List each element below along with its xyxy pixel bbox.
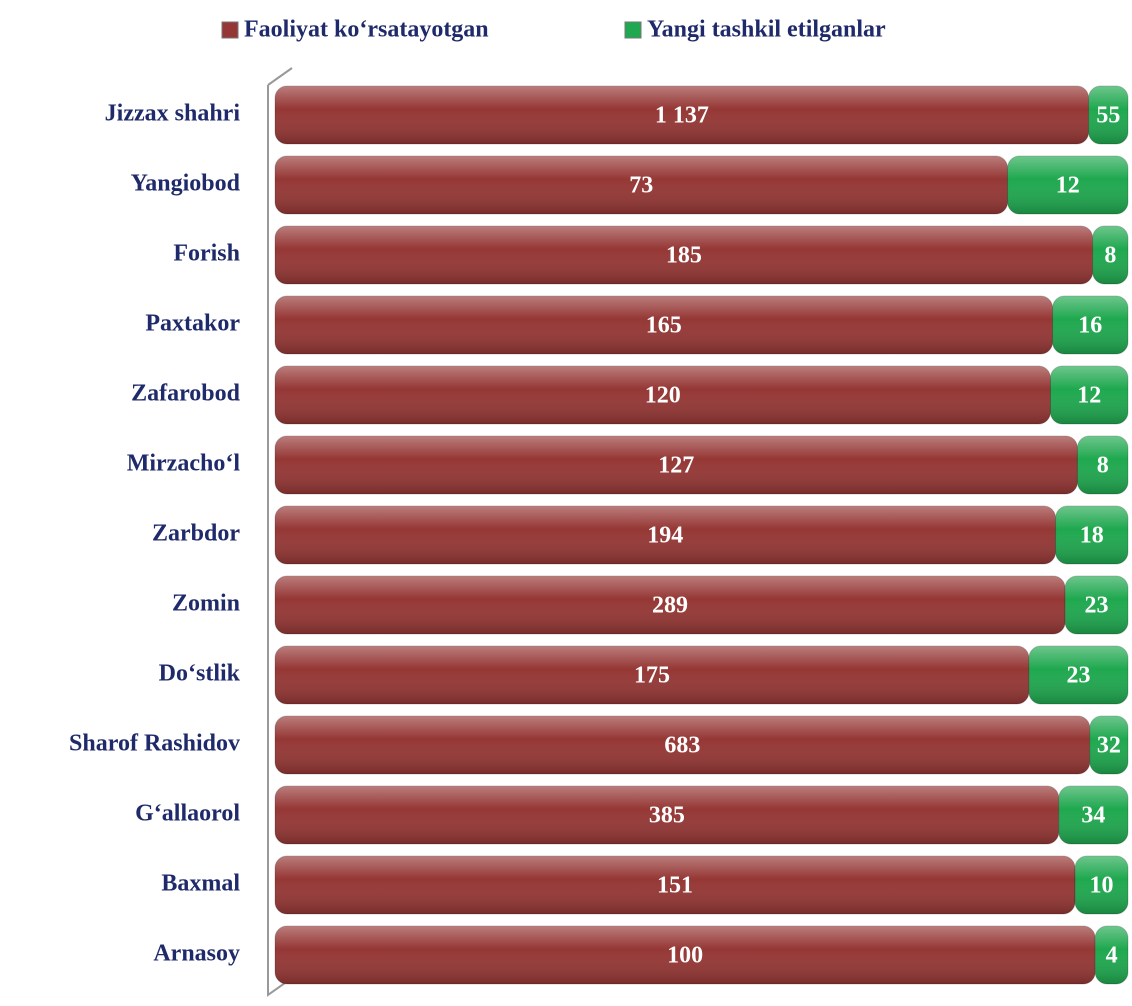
y-tick-label: Jizzax shahri: [105, 101, 241, 127]
legend-label: Yangi tashkil etilganlar: [647, 17, 886, 43]
bar-shine: [1092, 226, 1128, 284]
data-label: 12: [1056, 173, 1080, 199]
bar-shine: [1028, 646, 1128, 704]
bar-shine: [1050, 366, 1128, 424]
data-label: 127: [658, 453, 694, 479]
data-label: 23: [1085, 593, 1109, 619]
data-label: 185: [666, 243, 702, 269]
bar-shine: [1077, 436, 1128, 494]
bar-shine: [1075, 856, 1128, 914]
bar-shine: [1088, 86, 1128, 144]
legend-swatch: [221, 21, 239, 39]
y-tick-label: Zarbdor: [152, 521, 240, 547]
y-tick-label: Paxtakor: [145, 311, 240, 337]
data-label: 55: [1096, 103, 1120, 129]
bar-shine: [1055, 506, 1128, 564]
bar-shine: [275, 646, 1029, 704]
data-label: 8: [1104, 243, 1116, 269]
bar-shine: [275, 156, 1008, 214]
data-label: 10: [1090, 873, 1114, 899]
y-tick-label: Arnasoy: [153, 941, 240, 967]
data-label: 12: [1077, 383, 1101, 409]
y-tick-label: Do‘stlik: [159, 661, 241, 687]
legend-swatch: [624, 21, 642, 39]
bar-shine: [275, 296, 1053, 354]
bar-shine: [275, 786, 1059, 844]
bar-shine: [275, 436, 1078, 494]
data-label: 194: [647, 523, 683, 549]
data-label: 165: [646, 313, 682, 339]
data-label: 32: [1097, 733, 1121, 759]
data-label: 18: [1080, 523, 1104, 549]
bar-shine: [1095, 926, 1128, 984]
y-tick-label: Yangiobod: [131, 171, 241, 197]
bar-shine: [275, 576, 1066, 634]
data-label: 385: [649, 803, 685, 829]
bar-shine: [275, 716, 1090, 774]
y-tick-label: G‘allaorol: [135, 801, 240, 827]
data-label: 1 137: [655, 103, 709, 129]
bar-shine: [1089, 716, 1128, 774]
data-label: 4: [1106, 943, 1118, 969]
y-tick-label: Zafarobod: [131, 381, 241, 407]
data-label: 683: [664, 733, 700, 759]
legend-label: Faoliyat ko‘rsatayotgan: [244, 17, 489, 43]
bar-shine: [275, 366, 1051, 424]
data-label: 175: [634, 663, 670, 689]
y-tick-label: Sharof Rashidov: [69, 731, 240, 757]
data-label: 151: [657, 873, 693, 899]
data-label: 34: [1081, 803, 1105, 829]
bar-shine: [275, 926, 1096, 984]
y-tick-label: Mirzacho‘l: [127, 451, 241, 477]
bar-shine: [1058, 786, 1128, 844]
data-label: 100: [667, 943, 703, 969]
bar-shine: [275, 226, 1093, 284]
y-tick-label: Zomin: [172, 591, 240, 617]
bar-shine: [275, 856, 1076, 914]
bar-shine: [275, 86, 1089, 144]
data-label: 23: [1066, 663, 1090, 689]
data-label: 16: [1078, 313, 1102, 339]
bar-shine: [1007, 156, 1128, 214]
y-tick-label: Baxmal: [161, 871, 240, 897]
bar-shine: [1052, 296, 1128, 354]
data-label: 8: [1097, 453, 1109, 479]
data-label: 289: [652, 593, 688, 619]
y-tick-label: Forish: [173, 241, 240, 267]
data-label: 120: [645, 383, 681, 409]
bar-shine: [1065, 576, 1128, 634]
axis-line: [267, 67, 293, 997]
data-label: 73: [629, 173, 653, 199]
bar-shine: [275, 506, 1056, 564]
